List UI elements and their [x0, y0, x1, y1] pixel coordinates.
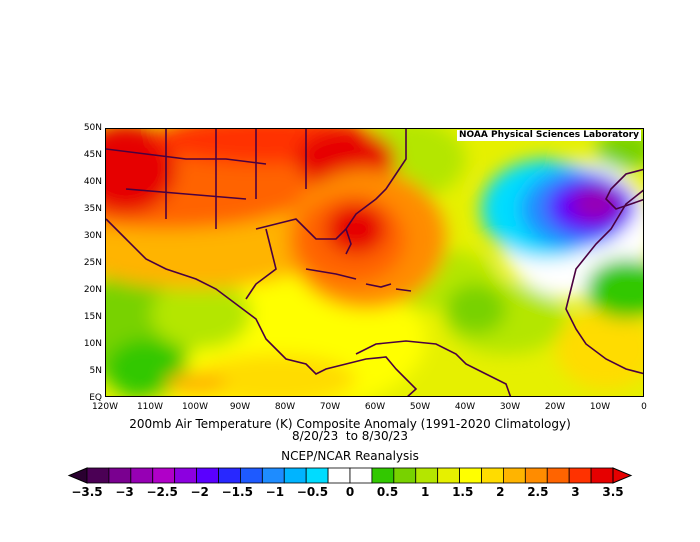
lat-label: 50N — [83, 123, 102, 133]
colorbar-tick-label: −1.5 — [221, 485, 253, 499]
coast-africa — [565, 189, 643, 375]
colorbar-swatch — [568, 467, 592, 484]
colorbar-swatch — [459, 467, 482, 484]
colorbar-tick-label: 0 — [345, 485, 355, 499]
colorbar-swatch — [393, 467, 417, 484]
state-borders — [106, 129, 307, 229]
colorbar-tick-label: 2.5 — [527, 485, 549, 499]
coast-south-america — [355, 340, 512, 396]
lat-label: EQ — [89, 393, 102, 403]
colorbar-tick-label: 1.5 — [452, 485, 474, 499]
colorbar-tick-label: −3.5 — [71, 485, 103, 499]
colorbar-tick-label: −2.5 — [146, 485, 178, 499]
colorbar-tick-label: 0.5 — [376, 485, 399, 499]
colorbar-swatch — [349, 467, 373, 484]
colorbar-swatch — [503, 467, 526, 484]
coast-florida — [345, 228, 352, 255]
lon-label: 120W — [91, 402, 119, 412]
colorbar-tick-label: 1 — [420, 485, 430, 499]
lat-label: 25N — [83, 258, 102, 268]
colorbar-min-arrow — [67, 467, 88, 484]
lon-label: 70W — [319, 402, 341, 412]
colorbar-tick-label: −0.5 — [296, 485, 329, 499]
anomaly-field — [106, 129, 643, 396]
colorbar-swatch — [130, 467, 154, 484]
colorbar-swatch — [283, 467, 307, 484]
lon-label: 90W — [229, 402, 251, 412]
colorbar-tick-label: 3.5 — [602, 485, 624, 499]
anomaly-map: NOAA Physical Sciences Laboratory — [105, 128, 644, 397]
lon-label: 50W — [409, 402, 431, 412]
colorbar-swatch — [371, 467, 395, 484]
coast-mexico-gulf — [245, 228, 277, 300]
lab-badge: NOAA Physical Sciences Laboratory — [456, 130, 641, 141]
lat-label: 40N — [83, 177, 102, 187]
colorbar-swatch — [524, 467, 548, 484]
lat-label: 10N — [83, 339, 102, 349]
date-range: 8/20/23 to 8/30/23 — [291, 429, 408, 443]
coastlines — [106, 129, 643, 396]
lat-label: 30N — [83, 231, 102, 241]
lon-label: 40W — [454, 402, 476, 412]
colorbar-swatch — [152, 467, 176, 484]
colorbar-swatch — [218, 467, 241, 484]
lon-label: 100W — [181, 402, 209, 412]
coast-iberia — [605, 168, 643, 210]
colorbar-swatch — [108, 467, 132, 484]
lon-label: 80W — [274, 402, 296, 412]
colorbar-tick-label: 2 — [496, 485, 505, 499]
data-source: NCEP/NCAR Reanalysis — [281, 449, 419, 463]
coast-central-america — [106, 218, 418, 396]
colorbar-swatch — [196, 467, 219, 484]
coast-caribbean-islands — [305, 268, 412, 292]
lon-label: 30W — [499, 402, 521, 412]
colorbar — [67, 467, 633, 484]
lat-label: 5N — [89, 366, 102, 376]
colorbar-tick-label: −1 — [265, 485, 285, 499]
lon-label: 0 — [641, 402, 647, 412]
colorbar-swatch — [415, 467, 439, 484]
colorbar-swatch — [437, 467, 460, 484]
colorbar-swatch — [86, 467, 110, 484]
lon-label: 20W — [544, 402, 566, 412]
colorbar-swatch — [481, 467, 504, 484]
lon-label: 110W — [136, 402, 164, 412]
colorbar-swatch — [174, 467, 197, 484]
lat-label: 45N — [83, 150, 102, 160]
lon-label: 10W — [589, 402, 611, 412]
colorbar-swatch — [305, 467, 329, 484]
colorbar-tick-label: 3 — [571, 485, 580, 499]
map-title: 200mb Air Temperature (K) Composite Anom… — [129, 417, 571, 431]
colorbar-tick-label: −2 — [190, 485, 209, 499]
colorbar-tick-label: −3 — [115, 485, 134, 499]
colorbar-swatch — [261, 467, 285, 484]
map-svg — [106, 129, 643, 396]
lon-label: 60W — [364, 402, 386, 412]
colorbar-swatch — [590, 467, 614, 484]
lat-label: 15N — [83, 312, 102, 322]
lat-label: 35N — [83, 204, 102, 214]
colorbar-swatch — [546, 467, 570, 484]
lat-label: 20N — [83, 285, 102, 295]
colorbar-swatch — [240, 467, 263, 484]
colorbar-max-arrow — [612, 467, 633, 484]
colorbar-swatch — [327, 467, 351, 484]
